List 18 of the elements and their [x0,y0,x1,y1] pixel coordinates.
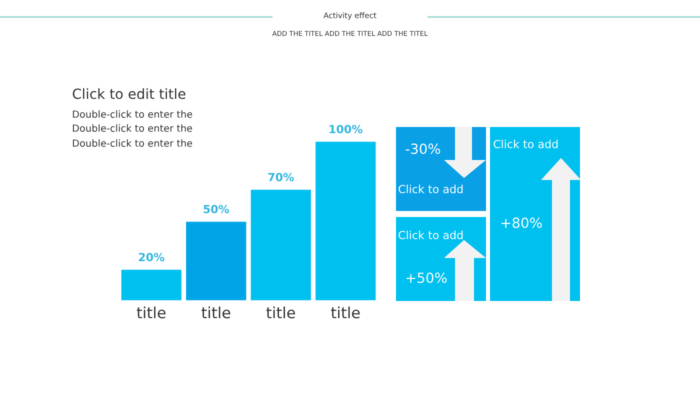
annotation: Double-click to enter the [72,139,192,147]
text: Double-click to enter the [72,124,192,132]
data-label: 70% [268,172,294,182]
text: +80% [501,218,542,228]
chart-title: Click to edit title [72,88,186,100]
text: Click to add [398,184,463,194]
data-label: 20% [138,252,164,262]
text: Click to add [398,230,463,240]
text: Click to add [494,140,558,148]
x-tick-label: title [266,306,295,318]
data-label: 100% [330,124,362,134]
x-tick-label: title [136,306,166,318]
data-label: 50% [204,204,230,214]
text: +50% [406,272,447,284]
x-tick-label: title [331,306,360,318]
text: Double-click to enter the [72,110,192,118]
text: -30% [406,144,440,154]
x-tick-label: title [202,306,230,318]
